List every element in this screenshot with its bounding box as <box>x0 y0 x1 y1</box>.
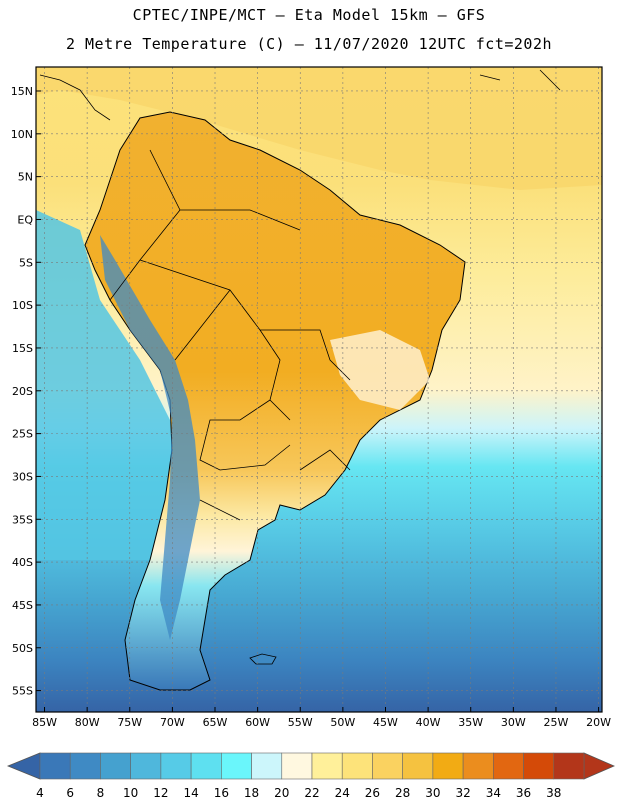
lat-label: 45S <box>12 599 33 612</box>
colorbar-label: 12 <box>153 786 168 800</box>
cool-coastal-current <box>36 210 180 560</box>
colorbar-swatch <box>341 752 373 780</box>
colorbar-swatch <box>190 752 222 780</box>
colorbar-label: 10 <box>123 786 138 800</box>
colorbar-label: 32 <box>455 786 470 800</box>
falkland-islands <box>249 653 277 665</box>
lat-label: EQ <box>17 213 33 226</box>
colorbar-swatch <box>251 752 283 780</box>
colorbar-label: 28 <box>395 786 410 800</box>
country-borders <box>109 149 351 521</box>
lat-label: 55S <box>12 685 33 698</box>
lat-label: 15S <box>12 342 33 355</box>
warm-ocean-band <box>36 67 602 190</box>
colorbar-swatch <box>432 752 464 780</box>
lon-label: 65W <box>203 716 228 729</box>
lon-label: 45W <box>373 716 398 729</box>
colorbar-label: 20 <box>274 786 289 800</box>
lon-label: 80W <box>75 716 100 729</box>
lat-label: 15N <box>11 85 33 98</box>
lon-label: 25W <box>544 716 569 729</box>
colorbar-swatch <box>553 752 585 780</box>
lat-label: 35S <box>12 513 33 526</box>
colorbar-swatch <box>523 752 555 780</box>
colorbar-label: 38 <box>546 786 561 800</box>
lon-label: 30W <box>501 716 526 729</box>
lon-label: 70W <box>160 716 185 729</box>
colorbar-label: 24 <box>335 786 350 800</box>
colorbar-label: 22 <box>304 786 319 800</box>
lon-label: 20W <box>586 716 611 729</box>
colorbar-label: 4 <box>36 786 44 800</box>
colorbar-label: 6 <box>66 786 74 800</box>
andes-cold-ridge <box>100 235 200 640</box>
colorbar-swatch <box>372 752 403 780</box>
lat-label: 5N <box>18 171 33 184</box>
colorbar-swatch <box>462 752 494 780</box>
lon-label: 85W <box>32 716 57 729</box>
colorbar-label: 14 <box>183 786 198 800</box>
lon-label: 50W <box>330 716 355 729</box>
colorbar-swatch <box>402 752 434 780</box>
caribbean-islands <box>39 69 561 121</box>
colorbar-label: 18 <box>244 786 259 800</box>
lon-label: 35W <box>458 716 483 729</box>
map-subtitle: 2 Metre Temperature (C) – 11/07/2020 12U… <box>65 35 553 53</box>
graticule <box>36 67 602 712</box>
colorbar-swatch <box>493 752 524 780</box>
colorbar-label: 34 <box>486 786 501 800</box>
colorbar-label: 8 <box>97 786 105 800</box>
lat-label: 50S <box>12 642 33 655</box>
lon-label: 40W <box>416 716 441 729</box>
brazil-highlands-cool <box>330 330 430 410</box>
lon-label: 55W <box>288 716 313 729</box>
map-title: CPTEC/INPE/MCT – Eta Model 15km – GFS <box>132 6 486 24</box>
colorbar-label: 16 <box>214 786 229 800</box>
colorbar-swatch <box>160 752 192 780</box>
colorbar-low-arrow <box>6 752 41 780</box>
colorbar <box>6 752 616 780</box>
lat-label: 30S <box>12 470 33 483</box>
colorbar-swatch <box>39 752 71 780</box>
lon-label: 60W <box>245 716 270 729</box>
colorbar-swatch <box>221 752 252 780</box>
colorbar-swatch <box>311 752 343 780</box>
lat-label: 10N <box>11 128 33 141</box>
lat-label: 10S <box>12 299 33 312</box>
lat-label: 25S <box>12 428 33 441</box>
colorbar-swatch <box>100 752 131 780</box>
lat-label: 20S <box>12 385 33 398</box>
colorbar-swatch <box>69 752 101 780</box>
lat-label: 5S <box>19 256 33 269</box>
lat-label: 40S <box>12 556 33 569</box>
colorbar-label: 26 <box>365 786 380 800</box>
colorbar-label: 30 <box>425 786 440 800</box>
colorbar-high-arrow <box>583 752 616 780</box>
lon-label: 75W <box>117 716 142 729</box>
colorbar-label: 36 <box>516 786 531 800</box>
colorbar-swatch <box>130 752 162 780</box>
colorbar-swatch <box>281 752 313 780</box>
map-frame <box>35 66 603 713</box>
